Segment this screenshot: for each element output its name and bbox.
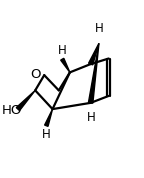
Polygon shape: [89, 43, 99, 65]
Text: H: H: [42, 128, 51, 141]
Text: O: O: [31, 68, 41, 81]
Text: HO: HO: [2, 104, 23, 117]
Text: H: H: [57, 44, 66, 57]
Polygon shape: [45, 109, 53, 126]
Text: H: H: [95, 22, 103, 35]
Polygon shape: [61, 58, 70, 72]
Text: H: H: [87, 111, 96, 124]
Polygon shape: [88, 43, 99, 103]
Polygon shape: [16, 90, 35, 111]
